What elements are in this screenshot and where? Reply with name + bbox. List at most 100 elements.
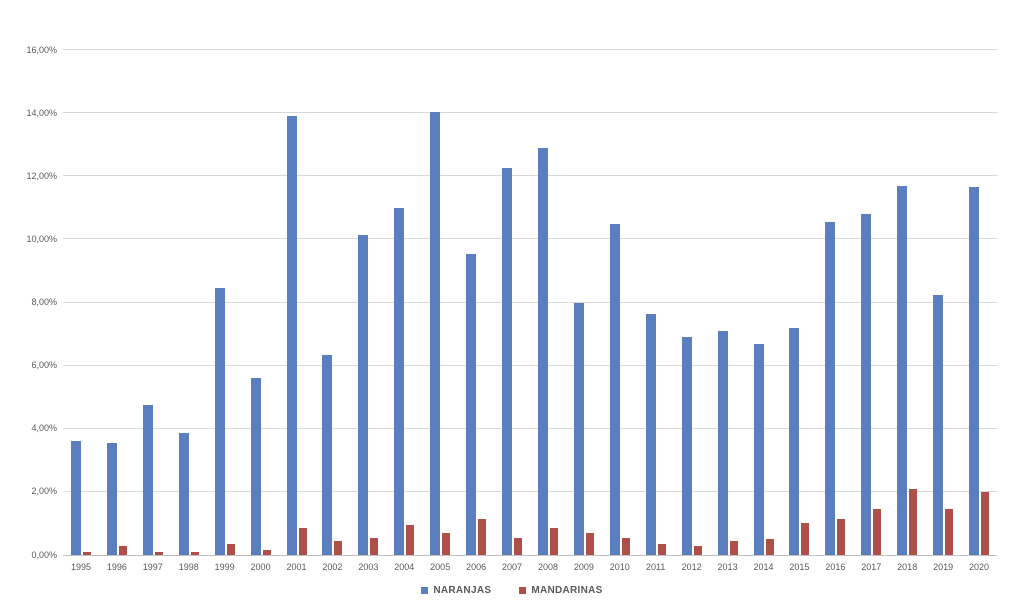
bar-naranjas-2015 [789, 327, 800, 555]
bar-mandarinas-1999 [226, 543, 235, 555]
bar-naranjas-1998 [178, 433, 189, 555]
bar-mandarinas-2014 [765, 539, 774, 555]
gridline-12 [63, 175, 997, 177]
bar-mandarinas-2019 [945, 509, 954, 555]
bar-mandarinas-2005 [442, 532, 451, 555]
bar-mandarinas-2003 [370, 537, 379, 555]
x-tick-label-2016: 2016 [825, 562, 846, 572]
bar-naranjas-2017 [861, 214, 872, 555]
x-tick-label-2003: 2003 [358, 562, 379, 572]
x-tick-label-2001: 2001 [286, 562, 307, 572]
bar-mandarinas-2007 [514, 537, 523, 555]
x-tick-label-2002: 2002 [322, 562, 343, 572]
x-tick-label-2008: 2008 [537, 562, 558, 572]
bar-mandarinas-2016 [837, 518, 846, 555]
bar-naranjas-2002 [322, 354, 333, 555]
x-tick-label-2009: 2009 [573, 562, 594, 572]
bar-naranjas-2011 [645, 313, 656, 555]
x-tick-label-2005: 2005 [430, 562, 451, 572]
gridline-16 [63, 49, 997, 50]
y-tick-label-0: 0,00% [31, 549, 57, 560]
x-tick-label-2014: 2014 [753, 562, 774, 572]
bar-naranjas-2013 [717, 330, 728, 555]
y-tick-label-12: 12,00% [26, 170, 57, 181]
naranjas-legend-swatch-icon [421, 587, 429, 594]
bar-mandarinas-2010 [621, 537, 630, 555]
bar-mandarinas-2015 [801, 523, 810, 555]
x-tick-label-2012: 2012 [681, 562, 702, 572]
x-tick-label-2013: 2013 [717, 562, 738, 572]
bar-naranjas-2018 [897, 185, 908, 555]
bar-mandarinas-2006 [478, 518, 487, 555]
legend-label-mandarinas: MANDARINAS [531, 585, 603, 596]
bar-mandarinas-2002 [334, 540, 343, 555]
plot-area [63, 49, 997, 556]
legend-label-naranjas: NARANJAS [433, 585, 492, 596]
gridline-4 [63, 427, 997, 429]
bar-naranjas-1997 [142, 405, 153, 555]
bar-mandarinas-2013 [729, 540, 738, 555]
x-tick-label-2015: 2015 [789, 562, 810, 572]
bar-mandarinas-2001 [298, 528, 307, 555]
y-tick-label-4: 4,00% [31, 423, 57, 434]
bar-naranjas-2014 [753, 343, 764, 555]
bar-naranjas-2019 [933, 294, 944, 555]
bar-mandarinas-2008 [549, 528, 558, 555]
bar-mandarinas-2020 [981, 491, 990, 555]
bar-mandarinas-1998 [190, 551, 199, 555]
bar-mandarinas-2004 [406, 525, 415, 555]
bar-naranjas-2008 [537, 147, 548, 555]
x-tick-label-1998: 1998 [178, 562, 199, 572]
x-tick-label-1999: 1999 [214, 562, 235, 572]
x-tick-label-2019: 2019 [933, 562, 954, 572]
bar-naranjas-1999 [214, 288, 225, 555]
bar-mandarinas-2011 [657, 543, 666, 555]
bar-naranjas-2004 [394, 207, 405, 555]
bar-mandarinas-1997 [154, 551, 163, 555]
x-tick-label-2011: 2011 [646, 562, 666, 572]
x-tick-label-2000: 2000 [250, 562, 271, 572]
y-tick-label-14: 14,00% [26, 107, 57, 118]
bar-mandarinas-2017 [873, 509, 882, 555]
bar-naranjas-2007 [502, 168, 513, 555]
y-tick-label-2: 2,00% [31, 486, 57, 497]
gridline-2 [63, 490, 997, 492]
bar-naranjas-2001 [286, 116, 297, 555]
gridline-8 [63, 301, 997, 303]
bar-mandarinas-1996 [118, 545, 127, 555]
bar-naranjas-1996 [106, 442, 117, 555]
legend-item-mandarinas: MANDARINAS [519, 585, 602, 596]
bar-mandarinas-1995 [82, 551, 91, 555]
x-tick-label-1996: 1996 [106, 562, 127, 572]
x-tick-label-2018: 2018 [897, 562, 918, 572]
bar-naranjas-2000 [250, 378, 261, 555]
bar-mandarinas-2012 [693, 545, 702, 555]
bar-naranjas-2010 [609, 223, 620, 555]
legend: NARANJAS MANDARINAS [0, 585, 1024, 596]
y-tick-label-6: 6,00% [31, 360, 57, 371]
bar-mandarinas-2018 [909, 488, 918, 555]
gridline-6 [63, 364, 997, 366]
y-tick-label-16: 16,00% [26, 44, 57, 55]
y-tick-label-8: 8,00% [31, 297, 57, 307]
bar-naranjas-2012 [681, 337, 692, 555]
bar-mandarinas-2000 [262, 550, 271, 555]
mandarinas-legend-swatch-icon [519, 587, 527, 594]
x-axis-line [63, 555, 997, 556]
x-tick-label-1997: 1997 [142, 562, 163, 572]
x-tick-label-2010: 2010 [609, 562, 630, 572]
x-tick-label-2020: 2020 [969, 562, 990, 572]
bar-naranjas-2005 [430, 111, 441, 555]
x-tick-label-2007: 2007 [502, 562, 523, 572]
x-tick-label-2017: 2017 [861, 562, 882, 572]
bar-mandarinas-2009 [585, 532, 594, 555]
x-tick-label-2006: 2006 [466, 562, 487, 572]
bar-naranjas-2009 [573, 302, 584, 555]
bar-naranjas-1995 [70, 441, 81, 555]
gridline-10 [63, 238, 997, 240]
x-tick-label-2004: 2004 [394, 562, 415, 572]
bar-naranjas-2006 [466, 253, 477, 555]
bar-naranjas-2020 [969, 187, 980, 555]
gridline-14 [63, 112, 997, 114]
